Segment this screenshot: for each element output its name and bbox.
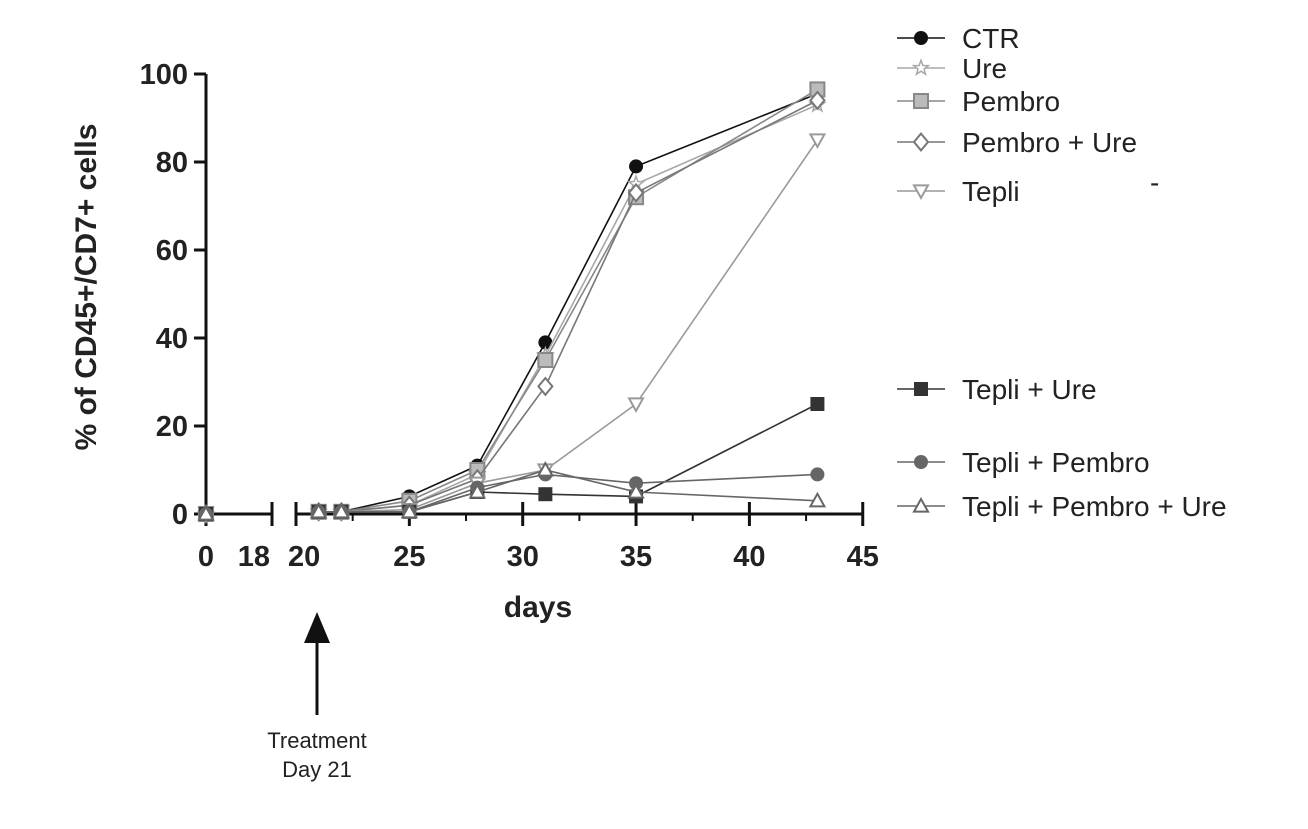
legend-label: Tepli + Pembro (962, 447, 1150, 478)
series-layer (196, 81, 827, 524)
treatment-arrow-head (304, 612, 330, 643)
legend-label: Pembro + Ure (962, 127, 1137, 158)
series-5 (197, 133, 827, 524)
marker-triangle-down (808, 133, 827, 150)
marker-diamond (627, 182, 645, 203)
series-8 (197, 460, 827, 521)
series-line (318, 139, 819, 513)
marker-square (810, 397, 825, 411)
marker-triangle-up (197, 504, 215, 521)
legend-entry-8: Tepli + Pembro + Ure (897, 491, 1227, 522)
x-axis-title: days (504, 591, 572, 624)
series-line (318, 104, 818, 513)
marker-diamond (809, 90, 826, 111)
series-2 (196, 94, 827, 523)
y-tick-label: 60 (156, 235, 188, 267)
marker-triangle-up (536, 460, 555, 477)
legend-label: CTR (962, 23, 1020, 54)
marker-triangle-down (912, 184, 930, 201)
marker-square (914, 382, 928, 396)
y-tick-label: 0 (172, 499, 188, 531)
legend-entry-2: Ure (897, 53, 1007, 84)
legend-entry-7: Tepli + Pembro (897, 447, 1150, 478)
x-tick-label: 18 (238, 541, 270, 573)
legend-entry-5: Tepli (897, 176, 1020, 207)
marker-circle (914, 455, 928, 469)
y-tick-label: 20 (156, 411, 188, 443)
marker-triangle-up (400, 502, 419, 519)
marker-circle (538, 335, 553, 350)
legend-entry-3: Pembro (897, 86, 1060, 117)
y-tick-label: 80 (156, 147, 188, 179)
marker-square (537, 352, 554, 368)
marker-triangle-up (332, 502, 351, 519)
marker-square (913, 93, 929, 109)
marker-triangle-down (627, 397, 645, 414)
series-1 (199, 86, 825, 521)
treatment-label: Treatment (267, 728, 366, 753)
x-tick-label: 45 (847, 541, 879, 573)
stray-mark: - (1150, 167, 1159, 198)
legend-label: Tepli + Pembro + Ure (962, 491, 1227, 522)
marker-star (911, 58, 931, 76)
marker-triangle-up (468, 482, 487, 499)
marker-triangle-up (912, 496, 930, 513)
legend-entry-4: Pembro + Ure (897, 127, 1137, 158)
y-tick-label: 40 (156, 323, 188, 355)
marker-diamond (912, 132, 930, 152)
legend-label: Pembro (962, 86, 1060, 117)
marker-triangle-up (808, 491, 827, 508)
legend-entry-6: Tepli + Ure (897, 374, 1097, 405)
x-tick-label: 35 (620, 541, 652, 573)
marker-square (538, 487, 553, 502)
series-3 (198, 81, 826, 522)
series-4 (197, 90, 826, 524)
series-line (318, 403, 818, 513)
marker-circle (629, 159, 644, 174)
series-line (318, 93, 818, 513)
treatment-annotation: Treatment Day 21 (267, 612, 367, 782)
series-line (318, 99, 818, 513)
y-tick-label: 100 (140, 59, 188, 91)
series-line (318, 469, 818, 513)
axes: 0 20 40 60 80 100 0 18 20 25 30 35 40 45 (140, 59, 879, 573)
x-tick-label: 20 (288, 541, 320, 573)
y-axis-title: % of CD45+/CD7+ cells (70, 124, 103, 451)
legend-entry-1: CTR (897, 23, 1020, 54)
marker-triangle-up (309, 502, 328, 519)
treatment-day-label: Day 21 (282, 757, 352, 782)
series-line (318, 88, 818, 513)
legend-label: Ure (962, 53, 1007, 84)
x-tick-label: 0 (198, 541, 214, 573)
marker-diamond (537, 376, 554, 397)
marker-circle (810, 467, 825, 482)
marker-circle (914, 31, 928, 45)
legend-label: Tepli + Ure (962, 374, 1097, 405)
x-tick-label: 25 (393, 541, 425, 573)
marker-triangle-up (627, 482, 645, 499)
legend-label: Tepli (962, 176, 1020, 207)
x-tick-label: 40 (733, 541, 765, 573)
x-tick-label: 30 (507, 541, 539, 573)
